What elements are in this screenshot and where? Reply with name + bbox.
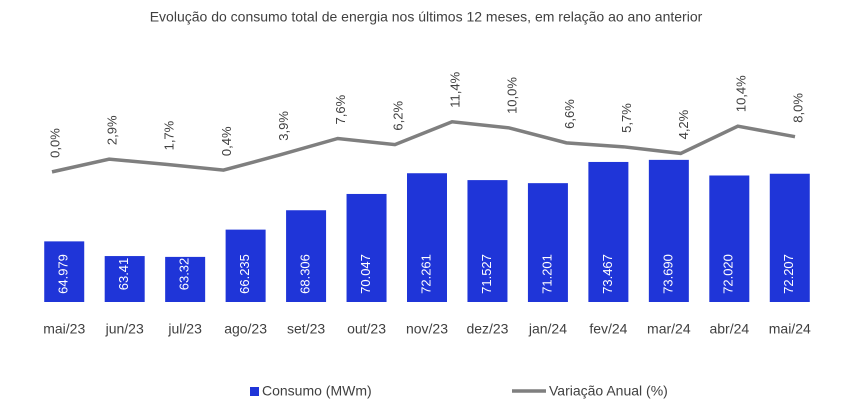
x-tick-label: abr/24 (709, 321, 749, 337)
bar-value-label: 71.527 (479, 254, 494, 294)
line-value-label: 10,4% (733, 75, 748, 112)
bar (104, 256, 145, 302)
bar (44, 241, 85, 302)
legend-label: Variação Anual (%) (549, 383, 668, 399)
line-value-label: 8,0% (790, 93, 805, 123)
line-value-label: 10,0% (505, 77, 520, 114)
bar-value-label: 64.979 (56, 254, 71, 294)
line-value-label: 0,4% (219, 126, 234, 156)
bar (769, 173, 810, 302)
x-tick-label: fev/24 (589, 321, 627, 337)
bar-value-label: 63.41 (116, 258, 131, 291)
bar (165, 256, 206, 302)
x-tick-label: jan/24 (528, 321, 567, 337)
line-value-label: 5,7% (619, 103, 634, 133)
x-tick-label: dez/23 (466, 321, 508, 337)
line-value-label: 7,6% (333, 94, 348, 124)
x-tick-label: ago/23 (224, 321, 267, 337)
bar (346, 193, 387, 302)
bar-value-label: 66.235 (237, 254, 252, 294)
line-value-label: 2,9% (105, 115, 120, 145)
x-tick-label: out/23 (347, 321, 386, 337)
line-value-label: 6,6% (562, 99, 577, 129)
bar-value-label: 70.047 (358, 254, 373, 294)
bar-value-label: 72.020 (721, 254, 736, 294)
x-tick-label: nov/23 (406, 321, 448, 337)
bar-value-label: 68.306 (298, 254, 313, 294)
bar-value-label: 63.32 (177, 258, 192, 291)
bar-value-label: 72.207 (781, 254, 796, 294)
line-value-label: 4,2% (676, 109, 691, 139)
bar (467, 180, 508, 302)
line-value-label: 1,7% (162, 120, 177, 150)
line-value-label: 6,2% (390, 101, 405, 131)
bar-value-label: 73.690 (660, 254, 675, 294)
x-tick-label: mai/23 (43, 321, 85, 337)
line-value-label: 11,4% (448, 71, 463, 107)
chart-title: Evolução do consumo total de energia nos… (150, 9, 703, 25)
x-tick-label: mai/24 (769, 321, 811, 337)
bar (225, 229, 266, 302)
x-tick-label: mar/24 (647, 321, 691, 337)
legend-swatch (250, 387, 259, 396)
bar-value-label: 72.261 (418, 254, 433, 294)
bar-value-label: 73.467 (600, 254, 615, 294)
bar (588, 161, 629, 302)
line-value-label: 3,9% (276, 111, 291, 141)
line-value-label: 0,0% (47, 128, 62, 158)
bar-value-label: 71.201 (539, 254, 554, 294)
bar (286, 210, 327, 302)
bar (407, 173, 447, 302)
bar (648, 159, 689, 302)
legend-label: Consumo (MWm) (262, 383, 372, 399)
bar (527, 183, 568, 302)
x-tick-label: set/23 (287, 321, 325, 337)
line (51, 119, 796, 174)
x-tick-label: jul/23 (167, 321, 202, 337)
x-tick-label: jun/23 (105, 321, 144, 337)
bar (709, 175, 750, 302)
